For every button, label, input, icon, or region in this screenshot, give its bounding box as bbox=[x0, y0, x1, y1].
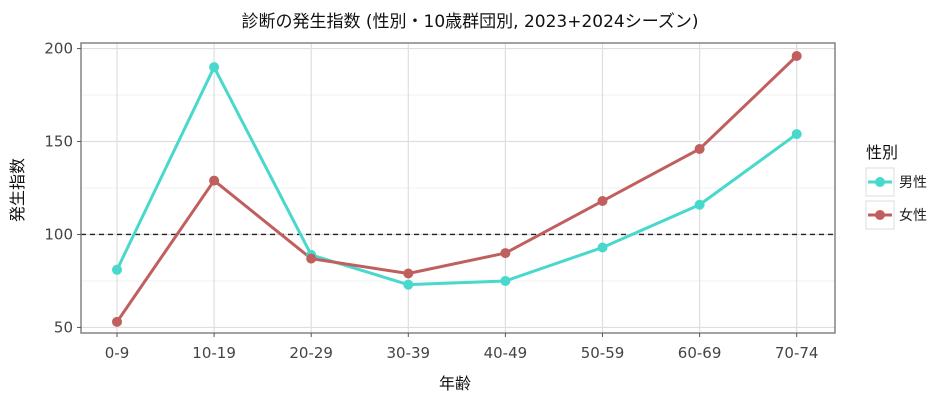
x-tick-label: 60-69 bbox=[678, 344, 722, 362]
y-axis-title: 発生指数 bbox=[8, 158, 27, 222]
x-tick-label: 20-29 bbox=[289, 344, 333, 362]
data-point-female bbox=[112, 316, 122, 327]
data-point-male bbox=[403, 279, 414, 290]
legend-point-female bbox=[875, 210, 885, 220]
y-tick-label: 100 bbox=[44, 225, 73, 243]
data-point-male bbox=[112, 264, 122, 275]
y-tick-label: 50 bbox=[54, 318, 73, 336]
x-tick-label: 30-39 bbox=[387, 344, 431, 362]
data-point-female bbox=[403, 268, 414, 279]
series-line-male bbox=[115, 65, 798, 287]
x-tick-label: 10-19 bbox=[192, 344, 236, 362]
legend-title: 性別 bbox=[866, 143, 898, 162]
data-point-female bbox=[209, 175, 220, 186]
x-tick-label: 40-49 bbox=[484, 344, 528, 362]
plot-border bbox=[80, 42, 836, 334]
y-tick-label: 200 bbox=[44, 40, 73, 58]
legend-label-female: 女性 bbox=[899, 207, 927, 224]
x-axis-title: 年齢 bbox=[439, 374, 471, 393]
y-tick-label: 150 bbox=[44, 133, 73, 151]
data-point-male bbox=[500, 275, 511, 286]
legend-point-male bbox=[875, 177, 885, 187]
series-line-female bbox=[115, 54, 798, 323]
data-point-male bbox=[209, 62, 220, 73]
data-point-male bbox=[694, 199, 705, 210]
x-tick-label: 70-74 bbox=[775, 344, 819, 362]
x-tick-label: 0-9 bbox=[105, 344, 130, 362]
data-point-female bbox=[500, 248, 511, 259]
plot-area: 50 100 150 200 0-9 10-19 20-29 30-39 40-49 50-59 6… bbox=[44, 40, 836, 362]
x-tick-label: 50-59 bbox=[581, 344, 625, 362]
data-point-male bbox=[597, 242, 608, 253]
legend-label-male: 男性 bbox=[899, 175, 927, 191]
data-point-female bbox=[306, 253, 317, 264]
chart-title: 診断の発生指数 (性別・10歳群団別, 2023+2024シーズン) bbox=[241, 12, 698, 32]
data-point-male bbox=[791, 129, 802, 140]
data-point-female bbox=[694, 143, 705, 154]
data-point-female bbox=[597, 196, 608, 207]
data-point-female bbox=[791, 51, 802, 62]
